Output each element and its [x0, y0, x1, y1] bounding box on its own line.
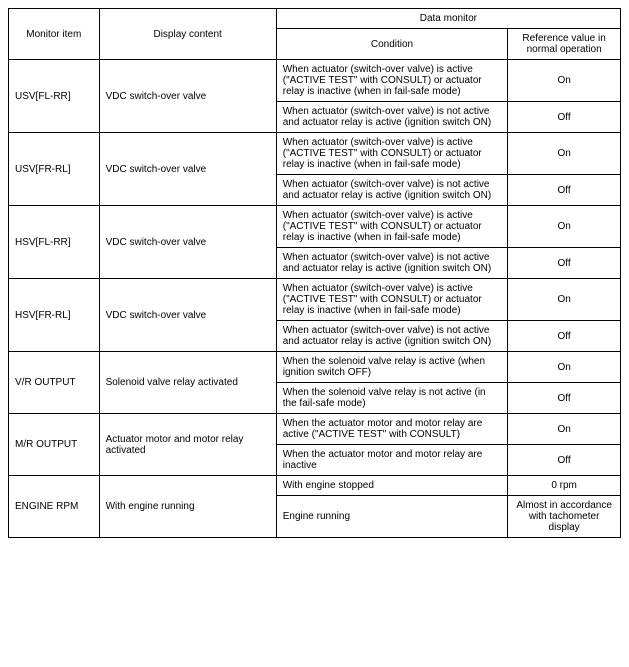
cell-condition: When actuator (switch-over valve) is act… — [276, 279, 508, 321]
cell-condition: When the actuator motor and motor relay … — [276, 414, 508, 445]
header-reference: Reference value in normal operation — [508, 29, 621, 60]
cell-condition: When the actuator motor and motor relay … — [276, 445, 508, 476]
data-monitor-table: Monitor item Display content Data monito… — [8, 8, 621, 538]
cell-condition: With engine stopped — [276, 476, 508, 496]
cell-reference-value: 0 rpm — [508, 476, 621, 496]
cell-condition: When actuator (switch-over valve) is not… — [276, 102, 508, 133]
cell-reference-value: Off — [508, 321, 621, 352]
table-row: USV[FR-RL]VDC switch-over valveWhen actu… — [9, 133, 621, 175]
cell-monitor-item: M/R OUTPUT — [9, 414, 100, 476]
cell-monitor-item: USV[FL-RR] — [9, 60, 100, 133]
cell-display-content: VDC switch-over valve — [99, 60, 276, 133]
cell-reference-value: On — [508, 279, 621, 321]
cell-monitor-item: V/R OUTPUT — [9, 352, 100, 414]
table-body: USV[FL-RR]VDC switch-over valveWhen actu… — [9, 60, 621, 538]
cell-condition: When actuator (switch-over valve) is not… — [276, 321, 508, 352]
cell-condition: When actuator (switch-over valve) is not… — [276, 248, 508, 279]
header-monitor-item: Monitor item — [9, 9, 100, 60]
cell-reference-value: On — [508, 414, 621, 445]
cell-reference-value: On — [508, 60, 621, 102]
cell-condition: When actuator (switch-over valve) is act… — [276, 60, 508, 102]
header-display-content: Display content — [99, 9, 276, 60]
cell-condition: Engine running — [276, 496, 508, 538]
cell-display-content: Solenoid valve relay activated — [99, 352, 276, 414]
cell-monitor-item: USV[FR-RL] — [9, 133, 100, 206]
table-row: ENGINE RPMWith engine runningWith engine… — [9, 476, 621, 496]
cell-reference-value: On — [508, 206, 621, 248]
cell-monitor-item: ENGINE RPM — [9, 476, 100, 538]
table-row: HSV[FL-RR]VDC switch-over valveWhen actu… — [9, 206, 621, 248]
cell-condition: When actuator (switch-over valve) is not… — [276, 175, 508, 206]
table-row: M/R OUTPUTActuator motor and motor relay… — [9, 414, 621, 445]
cell-reference-value: Off — [508, 248, 621, 279]
header-data-monitor: Data monitor — [276, 9, 620, 29]
cell-condition: When actuator (switch-over valve) is act… — [276, 133, 508, 175]
cell-reference-value: Off — [508, 102, 621, 133]
cell-monitor-item: HSV[FL-RR] — [9, 206, 100, 279]
table-row: HSV[FR-RL]VDC switch-over valveWhen actu… — [9, 279, 621, 321]
cell-reference-value: Off — [508, 383, 621, 414]
cell-display-content: Actuator motor and motor relay activated — [99, 414, 276, 476]
table-header-row-1: Monitor item Display content Data monito… — [9, 9, 621, 29]
cell-display-content: With engine running — [99, 476, 276, 538]
cell-reference-value: On — [508, 352, 621, 383]
cell-monitor-item: HSV[FR-RL] — [9, 279, 100, 352]
cell-reference-value: Off — [508, 445, 621, 476]
table-row: V/R OUTPUTSolenoid valve relay activated… — [9, 352, 621, 383]
cell-display-content: VDC switch-over valve — [99, 133, 276, 206]
cell-reference-value: Off — [508, 175, 621, 206]
header-condition: Condition — [276, 29, 508, 60]
cell-reference-value: Almost in accordance with tachometer dis… — [508, 496, 621, 538]
cell-condition: When the solenoid valve relay is not act… — [276, 383, 508, 414]
table-row: USV[FL-RR]VDC switch-over valveWhen actu… — [9, 60, 621, 102]
cell-reference-value: On — [508, 133, 621, 175]
cell-display-content: VDC switch-over valve — [99, 206, 276, 279]
cell-condition: When the solenoid valve relay is active … — [276, 352, 508, 383]
cell-display-content: VDC switch-over valve — [99, 279, 276, 352]
cell-condition: When actuator (switch-over valve) is act… — [276, 206, 508, 248]
